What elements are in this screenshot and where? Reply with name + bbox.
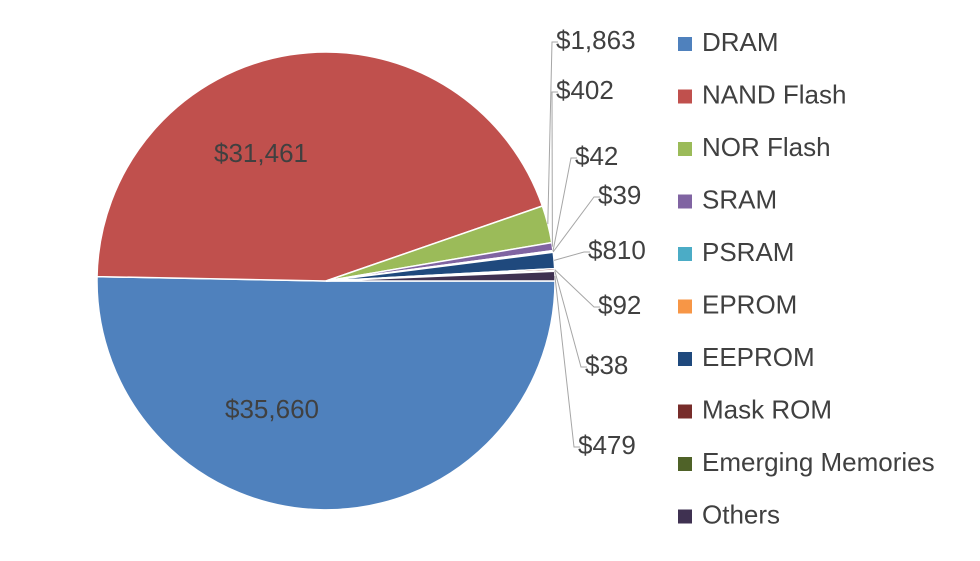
pie-slice-dram [96,275,556,511]
legend-label-dram: DRAM [702,27,779,57]
leader-line-eprom [552,196,600,253]
legend: DRAM NAND Flash NOR Flash SRAM PSRAM EPROM EEP… [678,27,935,529]
data-label-eprom: $39 [598,180,641,210]
data-label-psram: $42 [575,141,618,171]
legend-swatch-sram [678,194,692,209]
leader-line-emerging-memories [554,270,587,368]
data-label-mask-rom: $92 [598,290,641,320]
leader-lines [547,41,600,448]
data-labels: $35,660 $31,461 $1,863 $402 $42 $39 $810 $92 $38… [214,25,646,460]
legend-swatch-psram [678,247,692,261]
data-label-sram: $402 [556,75,614,105]
data-label-others: $479 [578,430,636,460]
data-label-eeprom: $810 [588,235,646,265]
pie-slice-nand-flash [96,51,544,282]
data-label-emerging-memories: $38 [585,350,628,380]
data-label-nor-flash: $1,863 [556,25,636,55]
legend-label-eprom: EPROM [702,289,797,319]
legend-swatch-dram [678,37,692,51]
legend-swatch-mask-rom [678,404,692,419]
legend-label-others: Others [702,499,780,529]
leader-line-others [554,276,580,448]
legend-label-eeprom: EEPROM [702,342,815,372]
legend-label-nor-flash: NOR Flash [702,132,831,162]
leader-line-nor-flash [547,41,558,225]
legend-label-psram: PSRAM [702,237,794,267]
legend-swatch-nand-flash [678,89,692,104]
leader-line-mask-rom [554,269,600,308]
leader-line-psram [552,157,577,252]
leader-line-sram [551,91,558,247]
legend-swatch-eprom [678,299,692,314]
legend-swatch-nor-flash [678,142,692,156]
legend-label-mask-rom: Mask ROM [702,394,832,424]
legend-swatch-eeprom [678,352,692,366]
legend-label-emerging-memories: Emerging Memories [702,447,935,477]
legend-label-nand-flash: NAND Flash [702,79,846,109]
data-label-nand-flash: $31,461 [214,138,308,168]
legend-swatch-emerging-memories [678,457,692,471]
pie-slices [96,51,556,511]
data-label-dram: $35,660 [225,394,319,424]
legend-label-sram: SRAM [702,184,777,214]
legend-swatch-others [678,509,692,524]
leader-line-eeprom [553,251,590,261]
